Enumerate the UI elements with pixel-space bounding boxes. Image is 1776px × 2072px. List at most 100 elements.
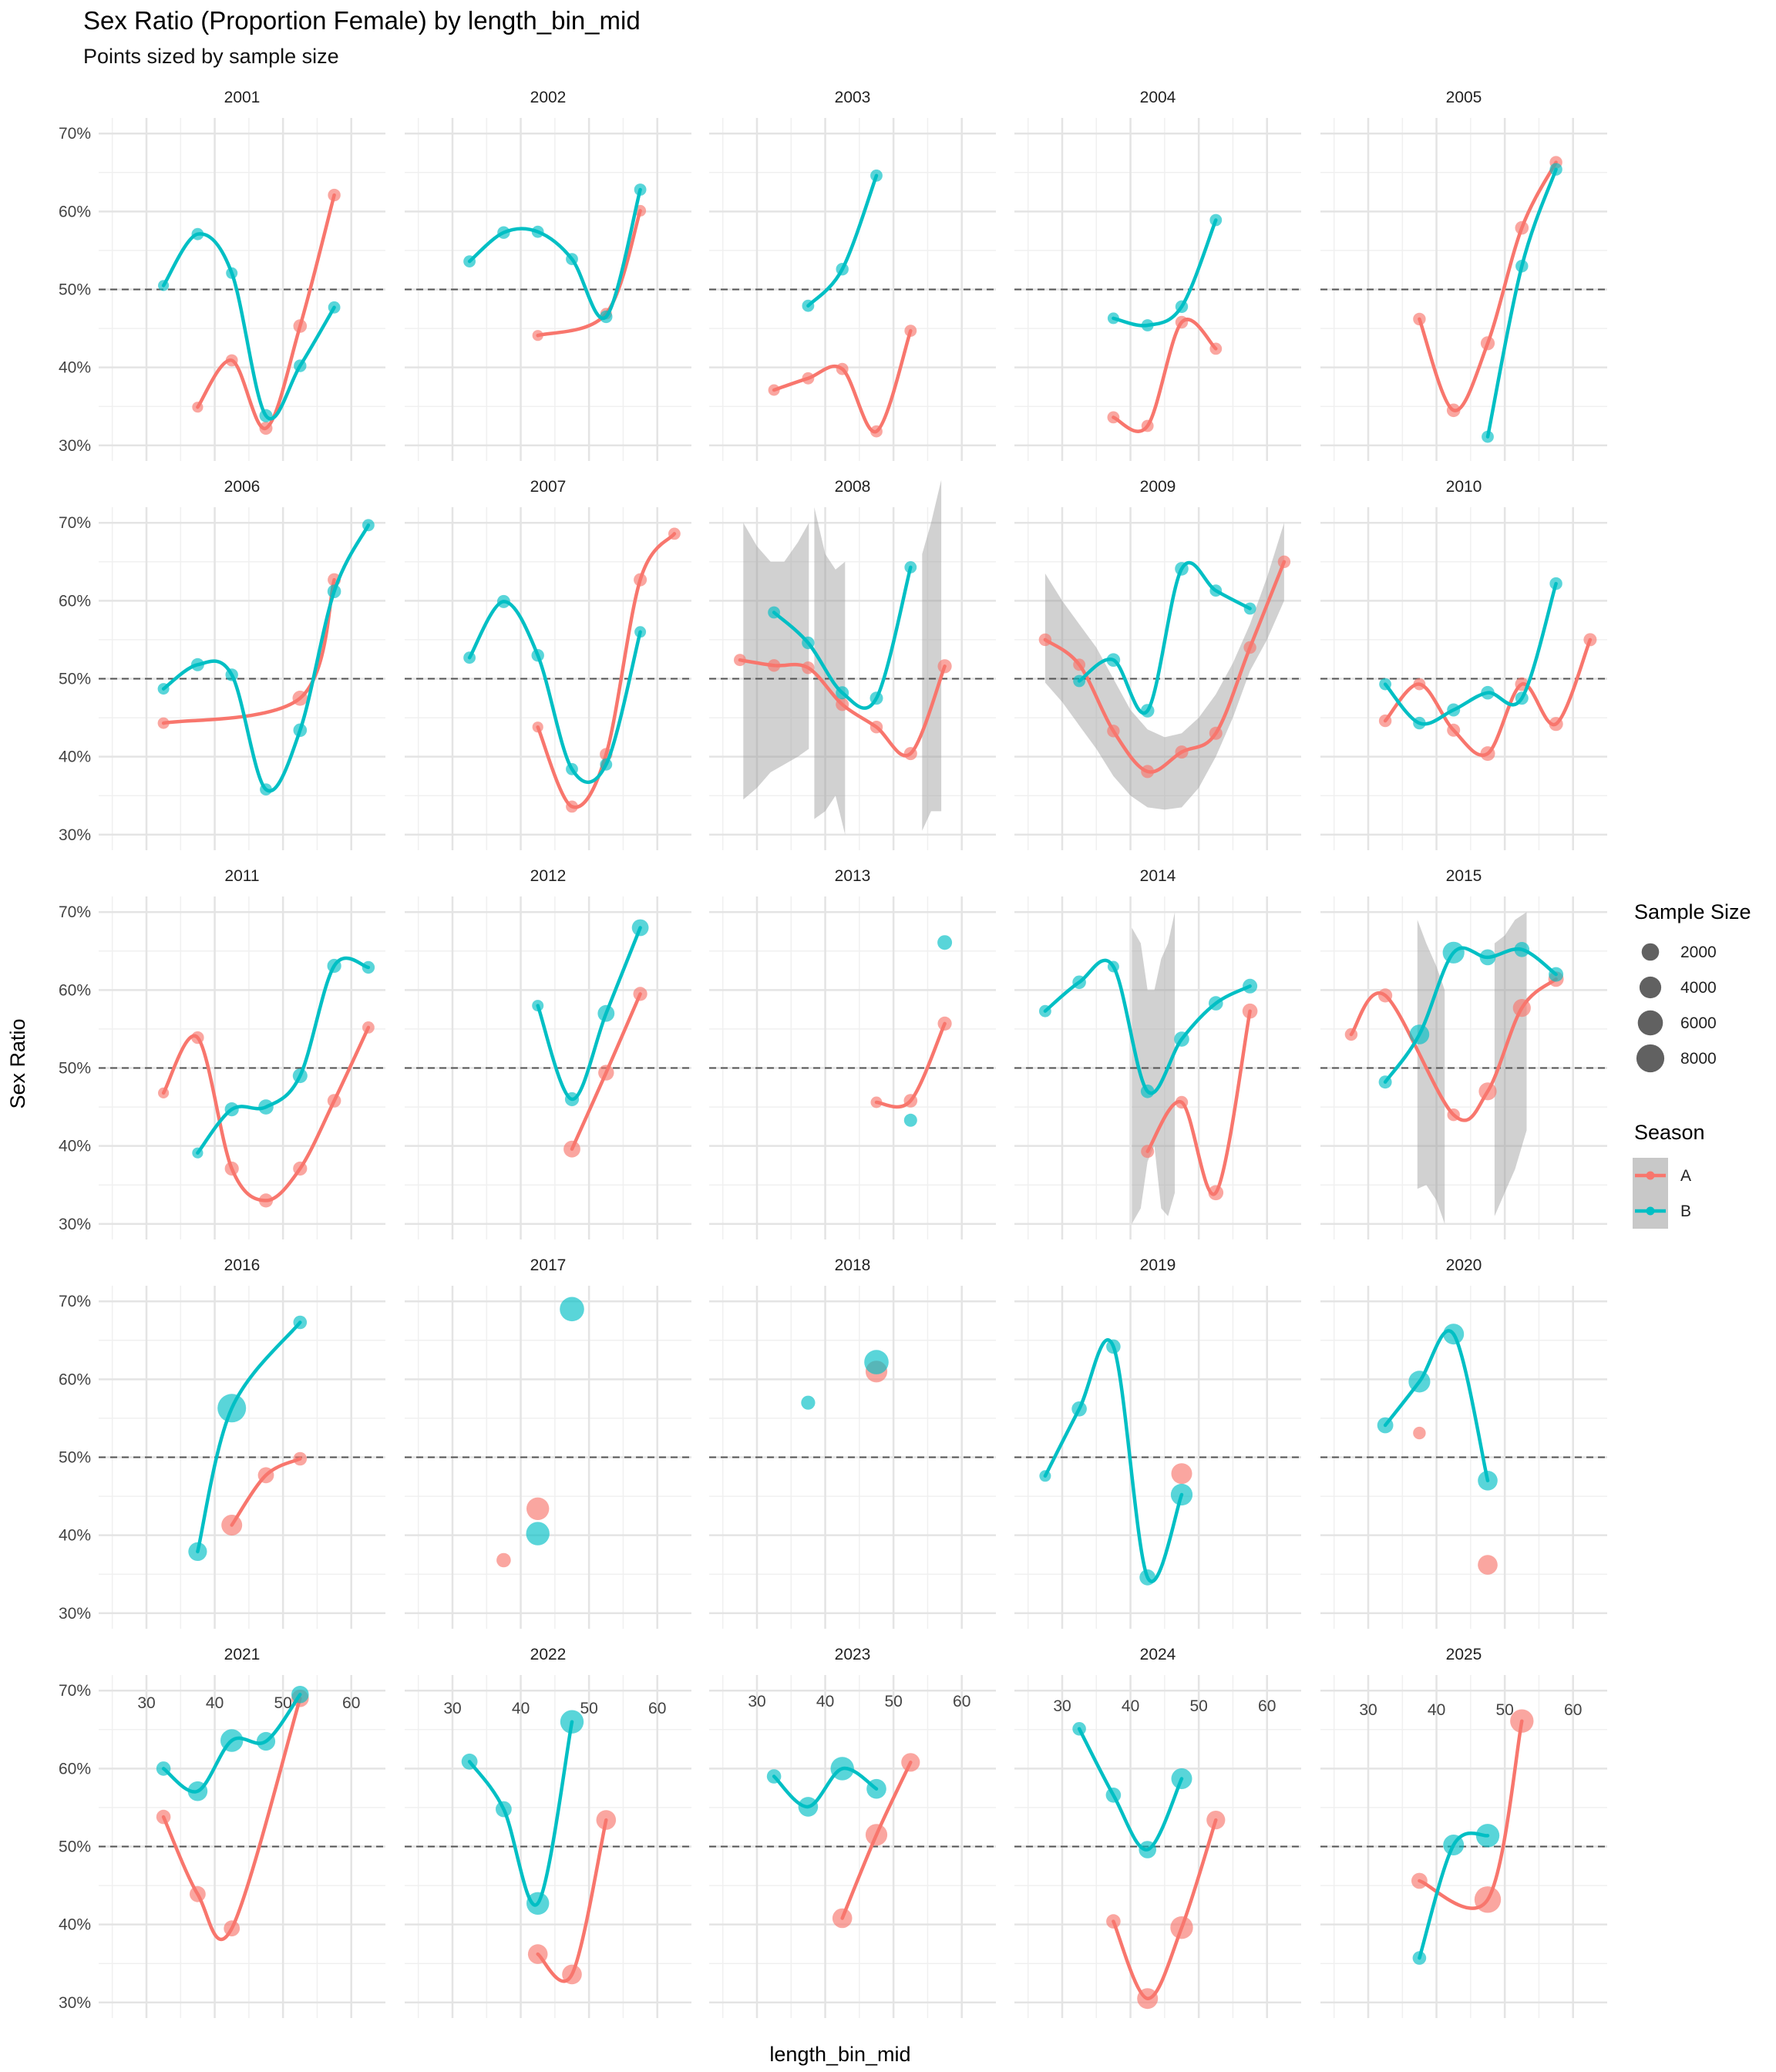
data-point-A <box>156 1809 171 1825</box>
data-point-B <box>293 1315 308 1330</box>
data-point-A <box>527 1944 548 1964</box>
data-point-A <box>327 1094 341 1108</box>
facet-panel-2013: 2013 <box>709 867 996 1240</box>
data-point-A <box>532 722 543 733</box>
facet-strip-label: 2014 <box>1140 867 1176 885</box>
data-point-B <box>1039 1470 1051 1482</box>
data-point-B <box>937 935 953 950</box>
y-tick-label: 50% <box>59 1838 91 1856</box>
data-point-B <box>1478 1471 1498 1491</box>
x-axis-title: length_bin_mid <box>769 2043 910 2066</box>
data-point-B <box>220 1729 244 1752</box>
data-point-B <box>1072 975 1086 990</box>
data-point-B <box>532 1000 544 1012</box>
y-tick-label: 30% <box>59 1605 91 1623</box>
y-tick-label: 40% <box>59 1916 91 1934</box>
data-point-B <box>1409 1024 1430 1044</box>
data-point-A <box>1515 220 1529 235</box>
trend-line-A <box>536 1818 608 1983</box>
data-point-B <box>634 626 647 638</box>
data-point-B <box>631 919 649 937</box>
data-point-B <box>870 691 883 705</box>
data-point-A <box>870 425 883 438</box>
data-point-A <box>1474 1886 1502 1913</box>
data-point-A <box>158 1087 170 1098</box>
facet-strip-label: 2024 <box>1140 1646 1176 1663</box>
facet-panel-2005: 2005 <box>1320 89 1607 461</box>
y-tick-label: 70% <box>59 514 91 532</box>
x-tick-label: 60 <box>953 1693 970 1710</box>
facet-panels: 2001 30% 40% 50% 60% 70% 2002 2003 2004 2005 2006 3… <box>59 89 1607 2018</box>
x-tick-label: 50 <box>580 1700 597 1717</box>
data-point-B <box>1139 1569 1156 1586</box>
x-tick-label: 30 <box>748 1693 765 1710</box>
data-point-B <box>496 594 510 608</box>
data-point-B <box>256 1731 276 1751</box>
data-point-B <box>864 1350 889 1374</box>
facet-strip-label: 2023 <box>835 1646 871 1663</box>
data-point-B <box>258 1099 274 1115</box>
data-point-B <box>1243 978 1258 994</box>
data-point-B <box>294 359 307 372</box>
data-point-B <box>1139 1841 1156 1858</box>
y-tick-label: 70% <box>59 903 91 921</box>
data-point-A <box>870 1096 883 1108</box>
chart-title: Sex Ratio (Proportion Female) by length_… <box>83 6 641 35</box>
data-point-B <box>903 1113 917 1127</box>
facet-strip-label: 2012 <box>530 867 567 885</box>
facet-strip-label: 2019 <box>1140 1256 1176 1274</box>
facet-panel-2020: 2020 <box>1320 1256 1607 1629</box>
data-point-B <box>798 1797 819 1817</box>
data-point-A <box>596 1810 617 1830</box>
x-tick-label: 40 <box>512 1700 530 1717</box>
data-point-A <box>1073 658 1085 671</box>
data-point-B <box>1447 703 1461 717</box>
data-point-B <box>328 301 341 314</box>
data-point-A <box>157 717 170 729</box>
y-tick-label: 60% <box>59 1371 91 1388</box>
facet-strip-label: 2008 <box>835 478 871 496</box>
data-point-B <box>225 668 238 681</box>
data-point-A <box>598 1065 614 1081</box>
facet-strip-label: 2021 <box>224 1646 261 1663</box>
data-point-A <box>292 691 308 706</box>
facet-strip-label: 2022 <box>530 1646 567 1663</box>
facet-panel-2009: 2009 <box>1014 478 1301 850</box>
facet-strip-label: 2003 <box>835 89 871 106</box>
trend-line-A <box>772 328 913 434</box>
data-point-A <box>1480 336 1495 351</box>
data-point-B <box>1073 674 1085 688</box>
y-tick-label: 30% <box>59 437 91 455</box>
size-legend-key <box>1641 943 1660 961</box>
data-point-A <box>1413 678 1426 691</box>
y-tick-label: 40% <box>59 748 91 766</box>
data-point-A <box>768 384 780 396</box>
data-point-B <box>1209 214 1223 227</box>
data-point-A <box>767 659 781 672</box>
data-point-B <box>1378 1075 1392 1089</box>
data-point-A <box>1549 717 1563 732</box>
data-point-B <box>293 723 308 738</box>
y-tick-label: 30% <box>59 1216 91 1233</box>
data-point-A <box>865 1824 888 1846</box>
data-point-A <box>802 661 815 674</box>
data-point-A <box>1038 633 1052 647</box>
data-point-B <box>1174 1031 1189 1047</box>
trend-line-A <box>1112 1818 1218 2000</box>
size-legend-key <box>1639 976 1662 999</box>
data-point-B <box>1377 1417 1394 1434</box>
trend-line-B <box>806 173 879 308</box>
data-point-A <box>1141 419 1154 432</box>
data-point-A <box>526 1497 550 1521</box>
data-point-B <box>870 169 883 182</box>
x-tick-label: 60 <box>1564 1701 1582 1719</box>
confidence-band <box>922 479 942 831</box>
trend-line-B <box>1043 1338 1184 1583</box>
data-point-A <box>1170 1916 1193 1939</box>
facet-strip-label: 2020 <box>1446 1256 1482 1274</box>
data-point-B <box>362 519 375 532</box>
size-legend-label: 8000 <box>1680 1050 1717 1068</box>
data-point-B <box>830 1757 854 1781</box>
trend-line-B <box>161 523 371 793</box>
data-point-A <box>259 422 273 435</box>
